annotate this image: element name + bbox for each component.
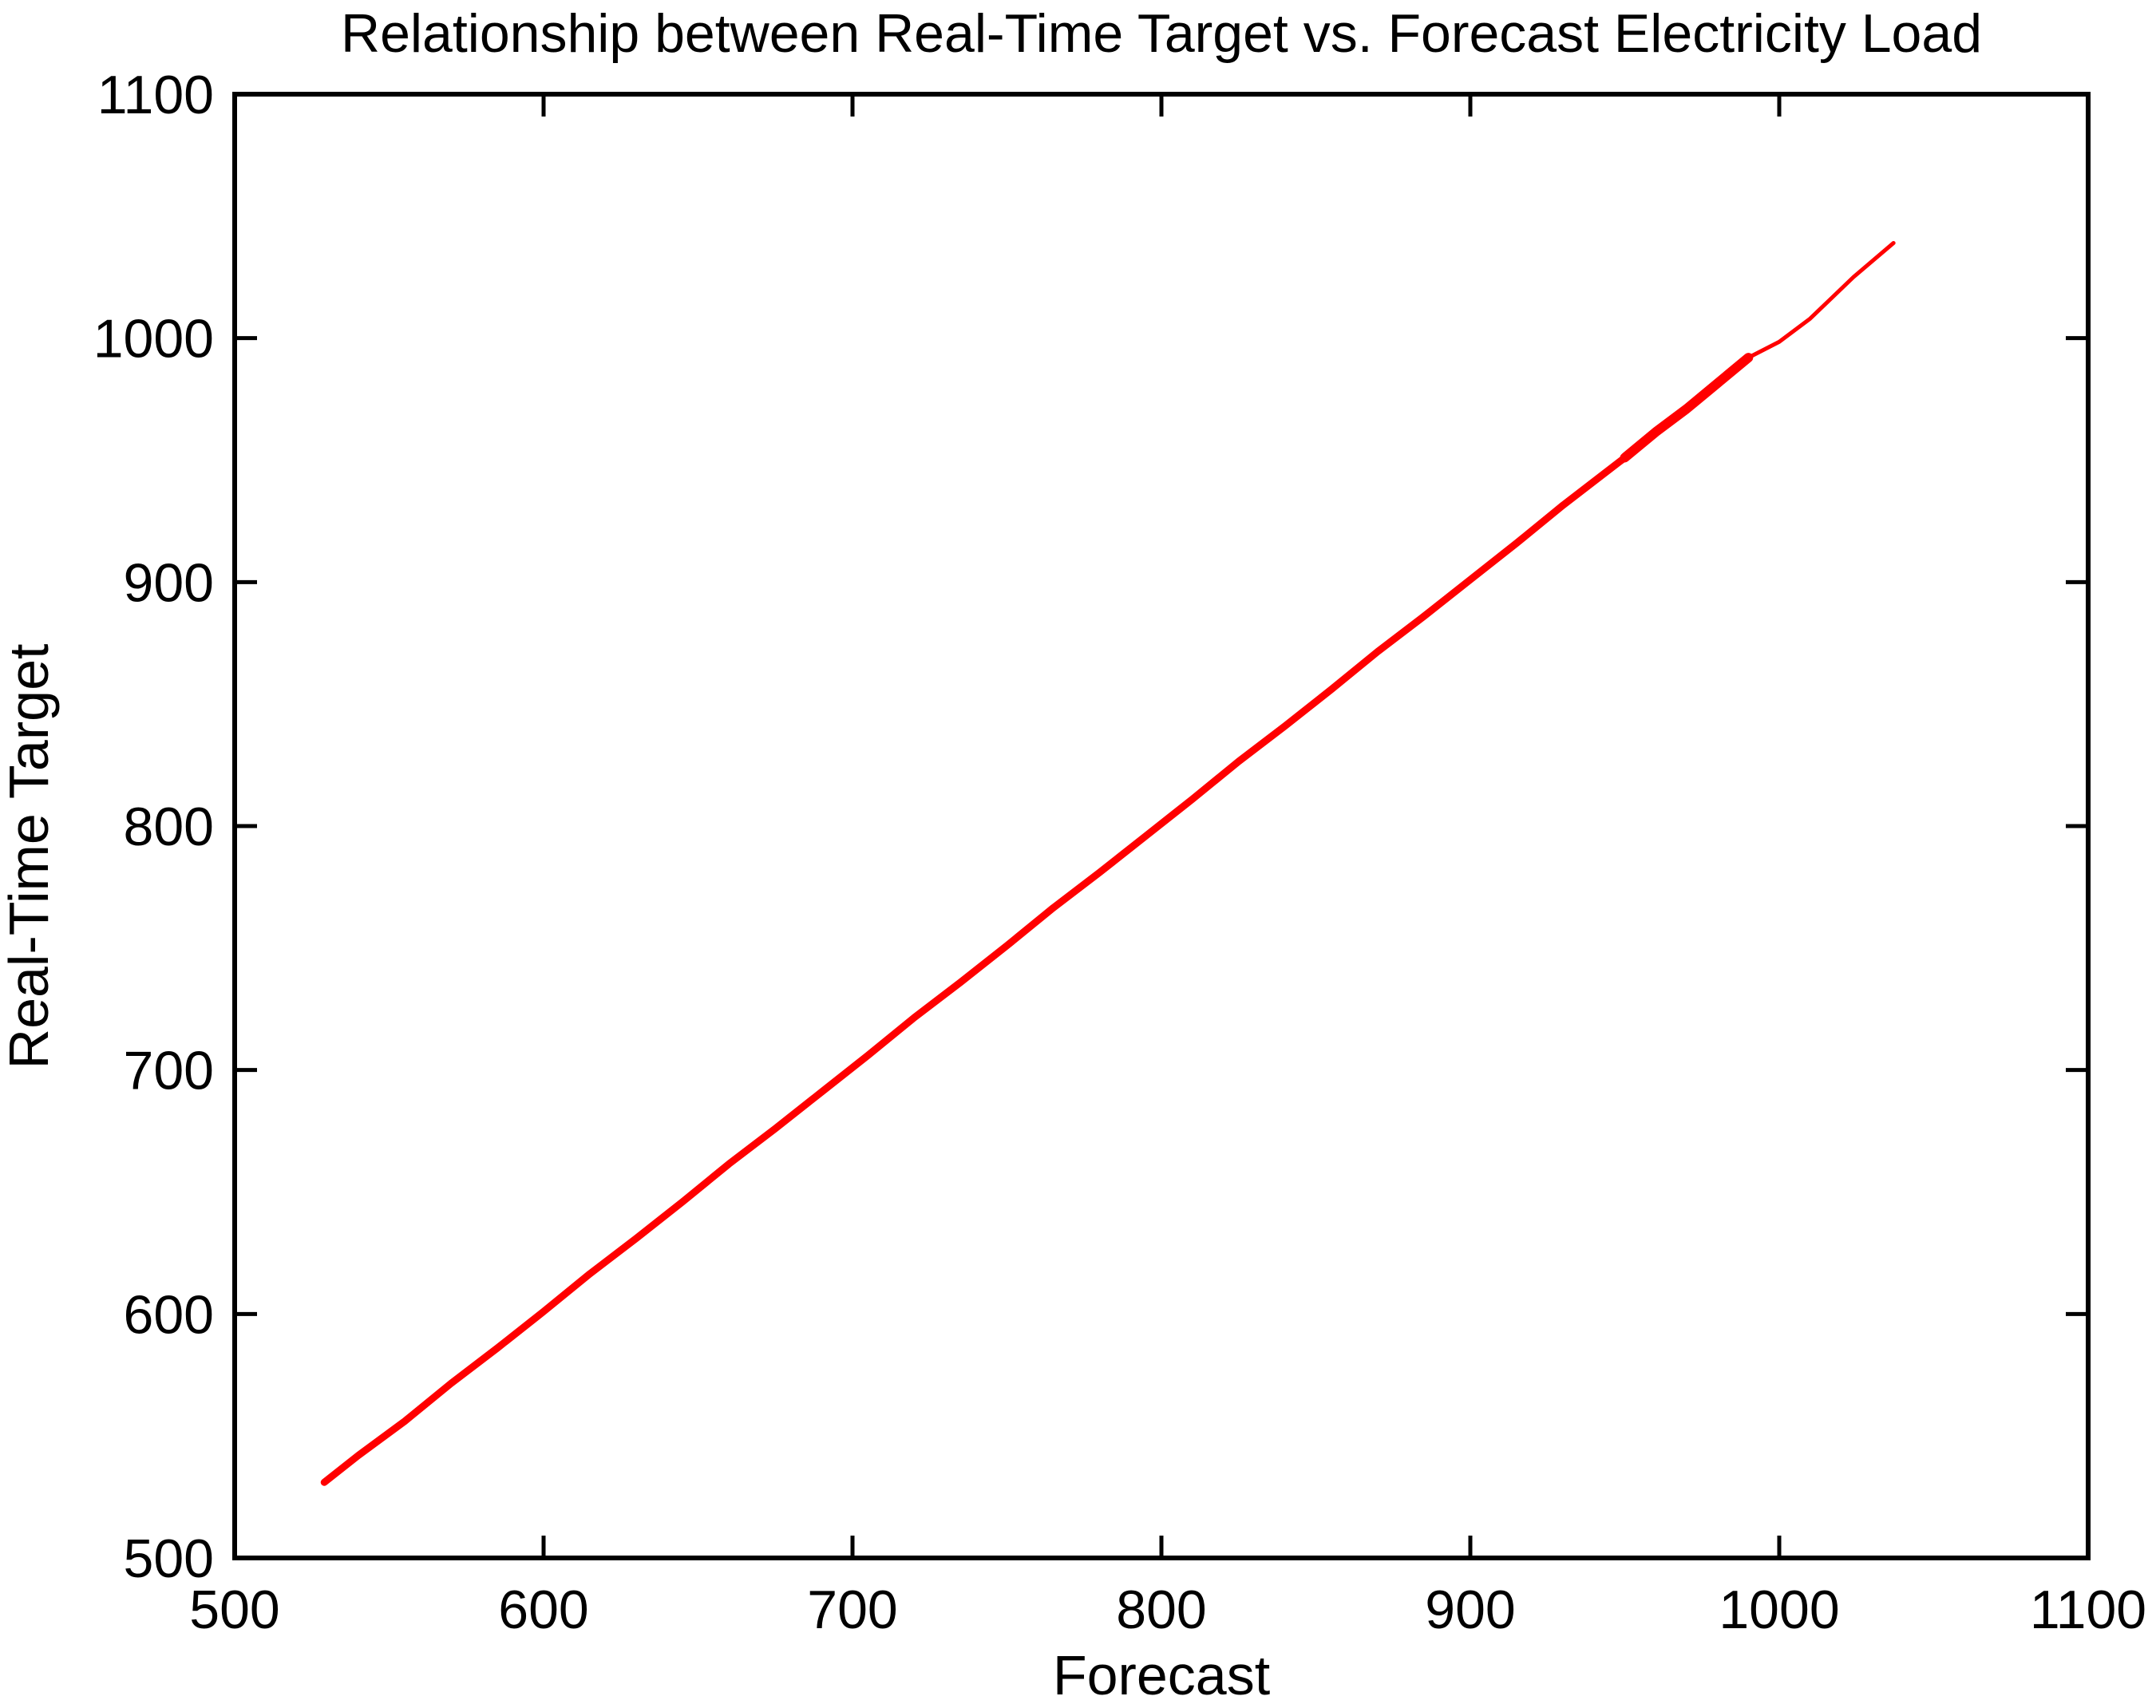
x-tick-label: 1000 — [1719, 1580, 1839, 1640]
series-load-line-thin — [1746, 240, 1896, 360]
x-tick-label: 1100 — [2030, 1580, 2146, 1640]
x-tick-label: 600 — [498, 1580, 588, 1640]
y-tick-label: 500 — [124, 1528, 214, 1589]
x-tick-label: 700 — [807, 1580, 897, 1640]
x-tick-label: 900 — [1425, 1580, 1515, 1640]
y-tick-label: 600 — [124, 1284, 214, 1345]
x-axis-label: Forecast — [1052, 1644, 1271, 1706]
y-tick-label: 800 — [124, 797, 214, 857]
series-load-line-thick — [1620, 353, 1754, 463]
series-load-line-dense — [320, 453, 1628, 1486]
y-tick-label: 1000 — [93, 309, 214, 370]
y-tick-label: 900 — [124, 552, 214, 613]
chart-title: Relationship between Real-Time Target vs… — [340, 3, 1983, 64]
x-tick-label: 800 — [1116, 1580, 1206, 1640]
y-tick-label: 700 — [124, 1041, 214, 1101]
y-tick-label: 1100 — [97, 65, 214, 125]
x-tick-label: 500 — [189, 1580, 279, 1640]
plot-border — [232, 92, 2091, 1560]
